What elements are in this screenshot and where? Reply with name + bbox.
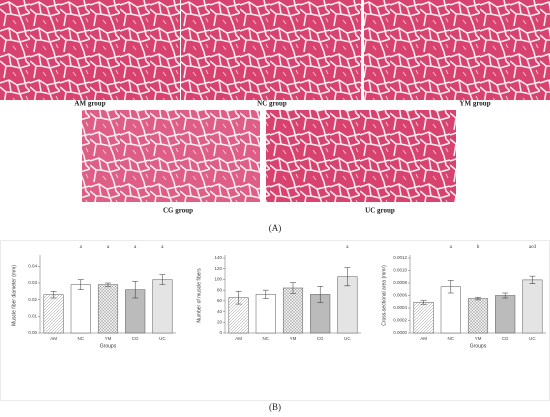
- panel-label: (A): [269, 223, 282, 233]
- y-tick-label: 80: [217, 287, 223, 292]
- error-bar: [529, 275, 536, 284]
- y-tick-label: 0.0012: [393, 255, 407, 260]
- x-tick-label: NC: [448, 336, 455, 341]
- significance-label: a: [134, 245, 137, 250]
- y-tick-label: 40: [217, 309, 223, 314]
- y-tick-label: 140: [214, 255, 222, 260]
- bar: [152, 279, 173, 334]
- bar: [495, 295, 516, 334]
- x-tick-label: UC: [344, 336, 351, 341]
- significance-label: a: [107, 245, 110, 250]
- image-uc: [266, 110, 456, 202]
- error-bar: [235, 290, 242, 305]
- significance-label: acd: [529, 245, 536, 250]
- y-tick-label: 0: [219, 330, 222, 335]
- x-axis-title: Groups: [470, 343, 487, 349]
- x-axis-title: Groups: [100, 343, 117, 349]
- x-tick-label: AM: [50, 336, 57, 341]
- y-axis-title: Muscle fiber diameter (mm): [11, 265, 17, 326]
- y-tick-label: 100: [214, 277, 222, 282]
- image-label: CG group: [163, 207, 193, 215]
- error-bar: [290, 282, 296, 294]
- error-bar: [262, 289, 269, 299]
- y-tick-label: 20: [217, 319, 223, 324]
- bar: [97, 284, 119, 334]
- x-tick-label: AM: [420, 336, 427, 341]
- x-tick-label: YM: [105, 336, 112, 341]
- image-label: NC group: [257, 100, 287, 108]
- x-tick-label: AM: [235, 336, 242, 341]
- significance-label: a: [161, 245, 164, 250]
- bar: [413, 302, 434, 334]
- significance-label: a: [346, 245, 349, 250]
- error-bar: [502, 292, 509, 299]
- image-am: [0, 0, 180, 100]
- bar: [440, 286, 461, 334]
- image-label: YM group: [459, 100, 490, 108]
- x-tick-label: CG: [132, 336, 139, 341]
- significance-label: a: [450, 245, 453, 250]
- x-tick-label: NC: [78, 336, 85, 341]
- x-tick-label: CG: [502, 336, 509, 341]
- error-bar: [77, 279, 84, 290]
- y-tick-label: 0.00: [28, 330, 37, 335]
- image-ym: [364, 0, 550, 100]
- bar: [467, 298, 489, 334]
- error-bar: [344, 267, 351, 287]
- y-tick-label: 0.0004: [393, 305, 407, 310]
- image-label: UC group: [365, 207, 395, 215]
- y-tick-label: 0.01: [28, 314, 37, 319]
- y-axis-title: Number of muscle fibers: [196, 268, 202, 323]
- charts: 0.00 0.01 0.02 0.03 0.04 Muscle fiber diamete…: [11, 245, 546, 349]
- error-bar: [317, 286, 324, 303]
- x-tick-label: UC: [159, 336, 166, 341]
- significance-label: b: [477, 245, 480, 250]
- x-tick-label: NC: [263, 336, 270, 341]
- y-axis-title: Cross-sectional area (mm²): [381, 265, 387, 326]
- y-tick-label: 0.0006: [393, 293, 407, 298]
- x-tick-label: UC: [529, 336, 536, 341]
- x-tick-label: CG: [317, 336, 324, 341]
- error-bar: [50, 291, 57, 299]
- y-tick-label: 0.04: [28, 264, 37, 269]
- y-tick-label: 0.03: [28, 280, 37, 285]
- bar: [255, 294, 276, 334]
- y-tick-label: 60: [217, 298, 223, 303]
- histology-images: AM group NC group YM group CG group UC g…: [0, 0, 550, 233]
- bar: [70, 284, 91, 334]
- x-tick-label: YM: [290, 336, 297, 341]
- bar: [522, 279, 543, 334]
- error-bar: [105, 282, 111, 287]
- image-nc: [181, 0, 361, 100]
- y-tick-label: 120: [214, 266, 222, 271]
- y-tick-label: 0.0008: [393, 280, 407, 285]
- error-bar: [447, 280, 454, 294]
- image-cg: [82, 110, 260, 202]
- bar: [282, 287, 304, 334]
- y-tick-label: 0.02: [28, 297, 37, 302]
- error-bar: [159, 274, 166, 285]
- panel-label: (B): [269, 402, 281, 412]
- y-tick-label: 0.0010: [393, 268, 407, 273]
- bar: [43, 294, 64, 334]
- image-label: AM group: [74, 100, 105, 108]
- x-tick-label: YM: [475, 336, 482, 341]
- significance-label: a: [80, 245, 83, 250]
- y-tick-label: 0.0000: [393, 330, 407, 335]
- y-tick-label: 0.0002: [393, 318, 407, 323]
- error-bar: [420, 300, 427, 305]
- error-bar: [132, 281, 139, 299]
- error-bar: [475, 297, 481, 301]
